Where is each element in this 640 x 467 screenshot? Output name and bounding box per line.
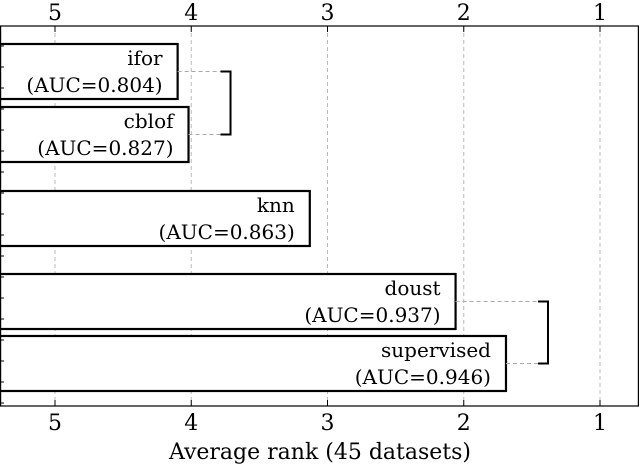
left-minor-ticks <box>0 45 4 404</box>
bar-name-supervised: supervised <box>381 338 491 362</box>
bar-ifor <box>0 42 179 101</box>
top-tick-label-3: 3 <box>321 1 335 26</box>
bottom-tick-label-4: 4 <box>184 411 198 436</box>
bottom-tick-label-1: 1 <box>593 411 607 436</box>
top-tick-label-1: 1 <box>593 1 607 26</box>
bar-auc-knn: (AUC=0.863) <box>159 220 295 244</box>
top-tick-label-4: 4 <box>184 1 198 26</box>
bar-auc-supervised: (AUC=0.946) <box>355 365 491 389</box>
top-tick-label-5: 5 <box>48 1 62 26</box>
axis-ticks: 5 5 4 4 3 3 2 2 1 1 <box>48 1 607 436</box>
top-tick-label-2: 2 <box>457 1 471 26</box>
bar-auc-cblof: (AUC=0.827) <box>37 136 173 160</box>
bottom-tick-label-3: 3 <box>321 411 335 436</box>
significance-bracket-0 <box>220 70 232 136</box>
plot-frame <box>0 25 639 407</box>
x-axis-label: Average rank (45 datasets) <box>168 440 471 465</box>
bars: ifor (AUC=0.804) cblof (AUC=0.827) knn (AUC=0… <box>0 42 508 393</box>
bar-name-doust: doust <box>385 276 441 300</box>
bar-auc-doust: (AUC=0.937) <box>304 303 440 327</box>
bottom-tick-label-2: 2 <box>457 411 471 436</box>
significance-groups <box>177 70 549 365</box>
bar-name-knn: knn <box>257 193 295 217</box>
bar-auc-ifor: (AUC=0.804) <box>26 73 162 97</box>
bottom-tick-label-5: 5 <box>48 411 62 436</box>
bar-name-cblof: cblof <box>124 109 175 133</box>
bar-name-ifor: ifor <box>127 46 163 70</box>
significance-bracket-1 <box>537 300 549 365</box>
bar-knn <box>0 189 311 248</box>
bar-cblof <box>0 105 190 164</box>
bar-supervised <box>0 334 508 393</box>
